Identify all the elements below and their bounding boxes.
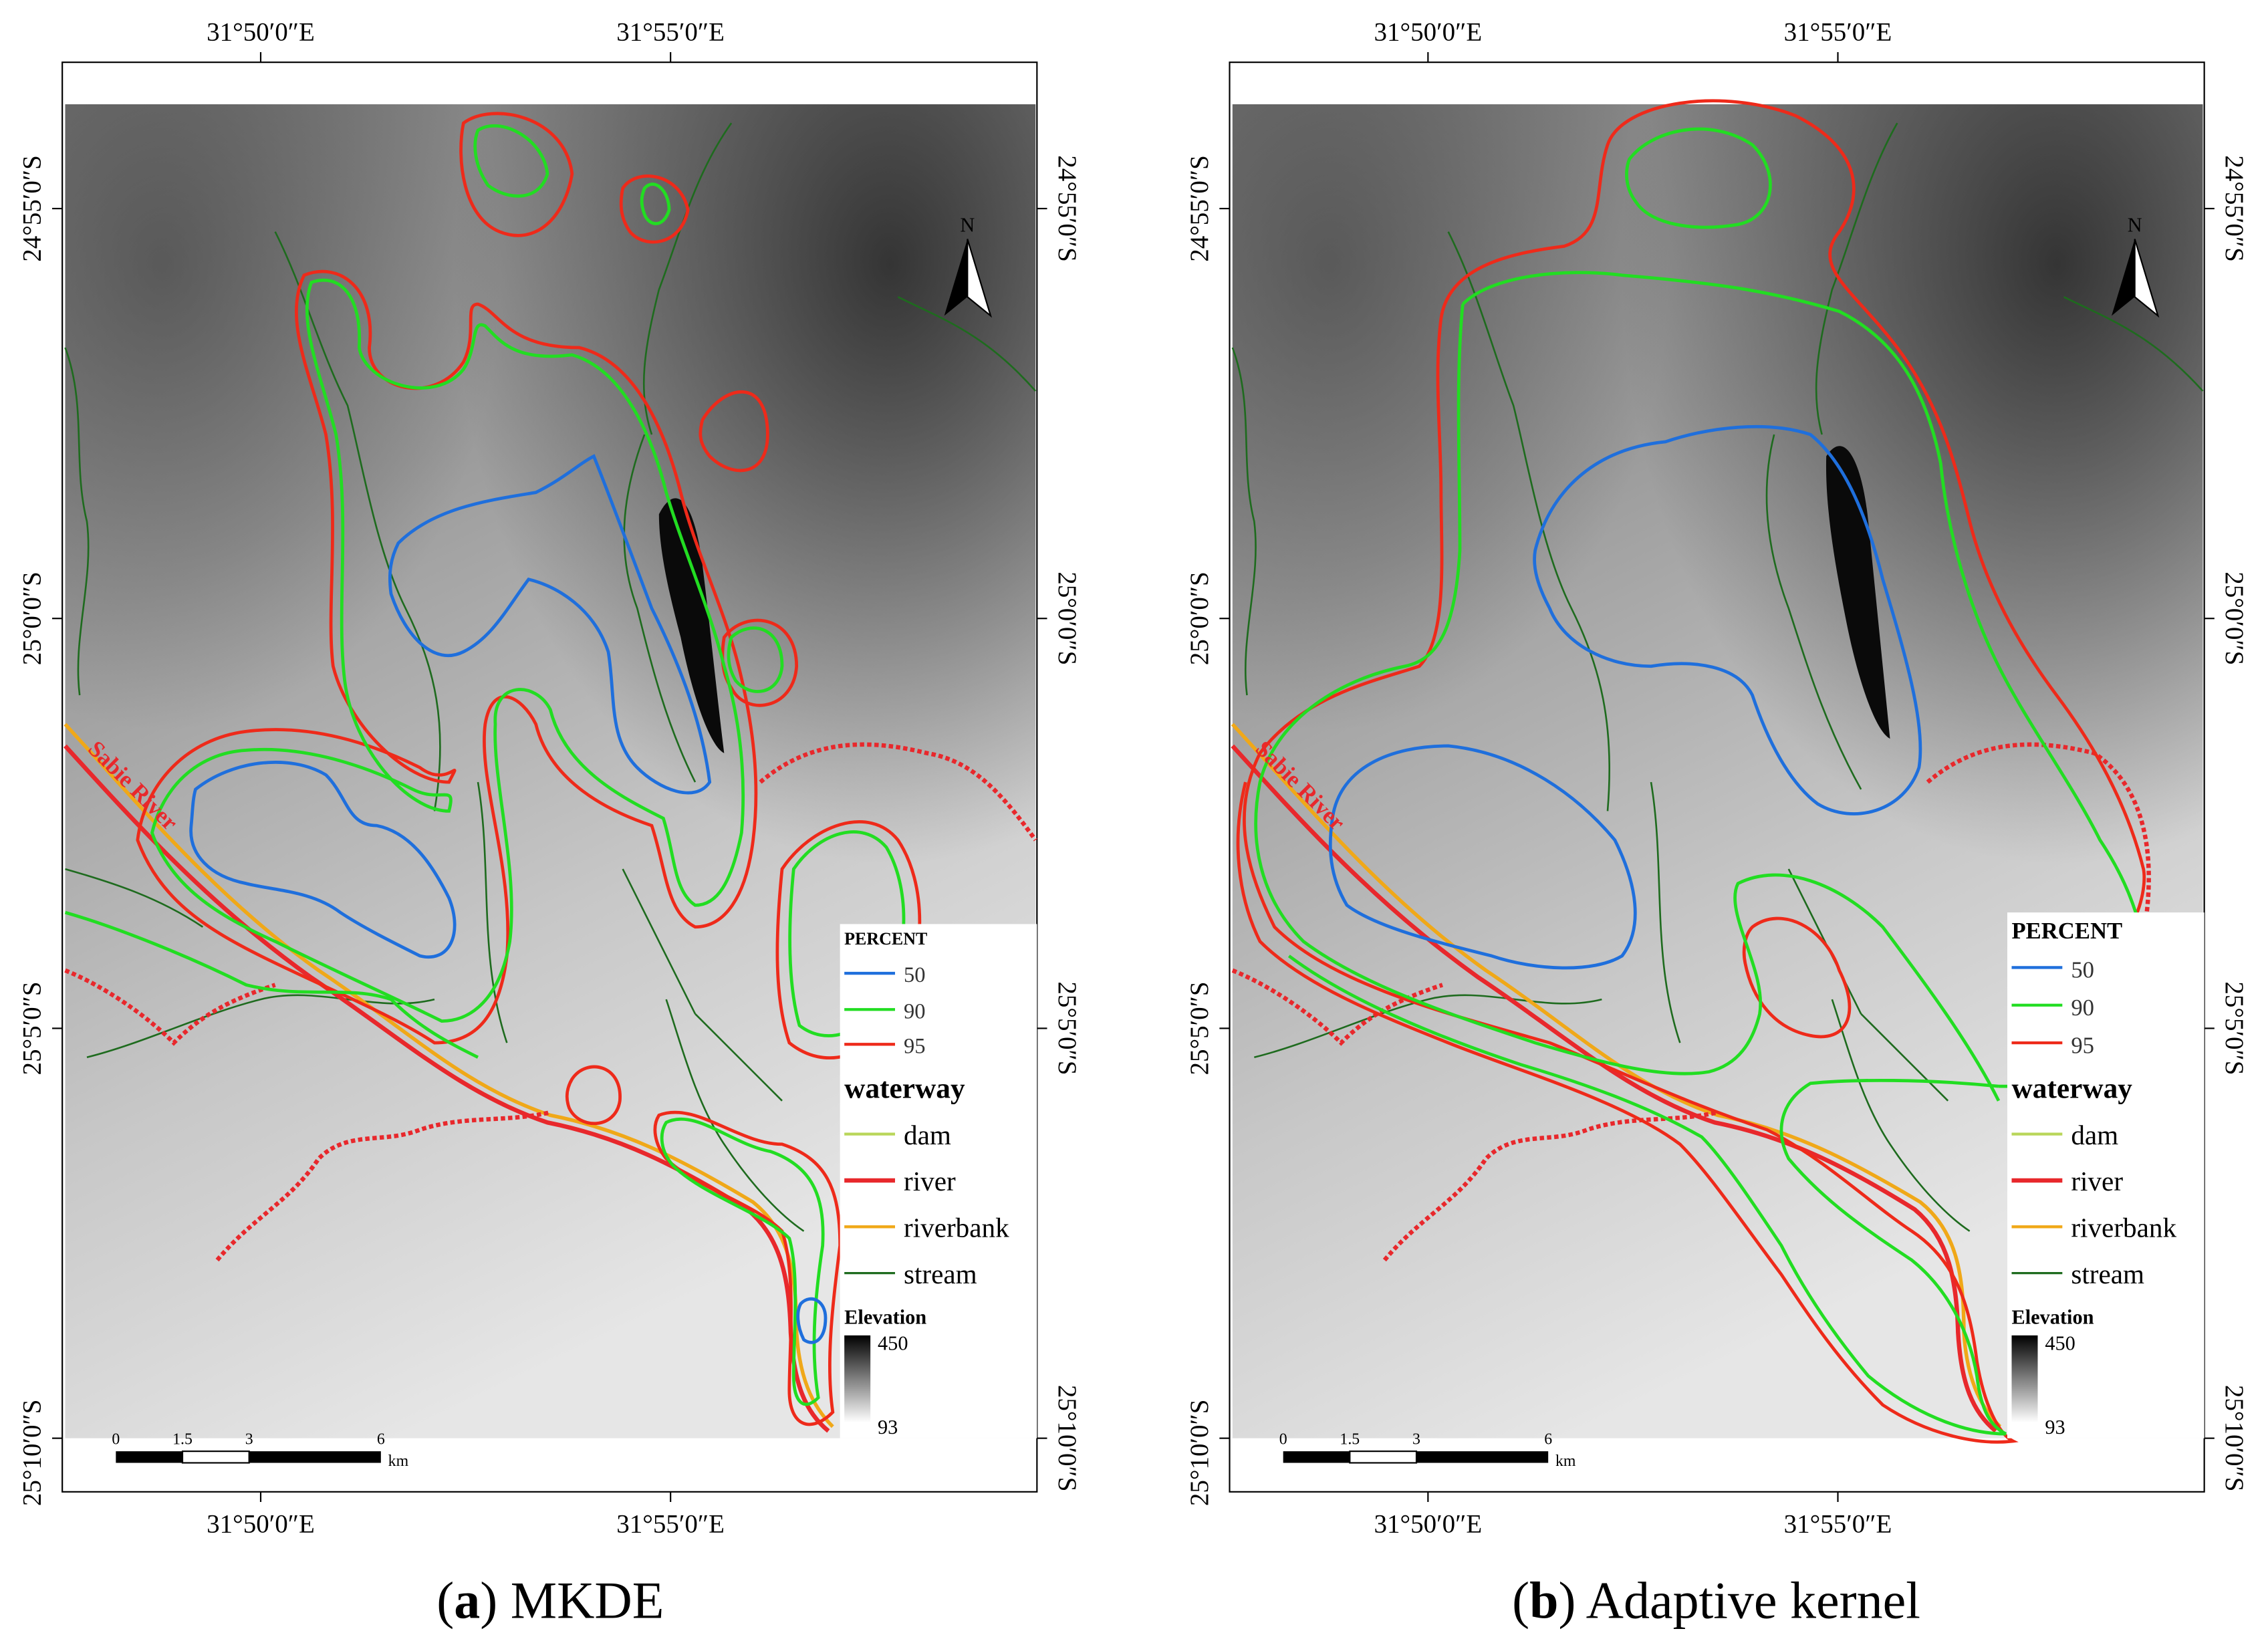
scale-unit: km (388, 1453, 409, 1470)
scale-unit: km (1555, 1453, 1576, 1470)
stream-lines (64, 122, 1037, 1232)
top-tick-label: 31°55′0″E (616, 18, 725, 47)
scale-tick-1: 1.5 (172, 1430, 193, 1448)
legend-percent-90: 90 (2071, 995, 2094, 1021)
right-tick-label: 24°55′0″S (1053, 155, 1082, 262)
legend-percent-title: PERCENT (2011, 918, 2122, 944)
caption-letter: b (1529, 1571, 1558, 1629)
legend-percent-title: PERCENT (844, 929, 927, 949)
legend-river: river (904, 1166, 956, 1196)
panel-b: Sabie River N PERCENT 50 90 95 waterway … (1185, 18, 2249, 1630)
left-tick-label: 25°10′0″S (1185, 1400, 1214, 1507)
legend: PERCENT 50 90 95 waterway dam river rive… (840, 924, 1037, 1438)
left-tick-label: 25°0′0″S (1185, 572, 1214, 665)
scale-tick-3: 6 (377, 1430, 385, 1448)
left-tick-label: 25°10′0″S (18, 1400, 47, 1507)
legend-percent-50: 50 (904, 963, 925, 987)
caption-letter: a (454, 1571, 480, 1629)
axis-ticks (1219, 52, 2215, 1502)
right-tick-label: 25°0′0″S (1053, 572, 1082, 665)
river-tributary-south (215, 1110, 551, 1262)
bottom-tick-label: 31°55′0″E (616, 1509, 725, 1538)
right-tick-label: 25°5′0″S (2220, 981, 2249, 1075)
right-tick-label: 25°10′0″S (1053, 1385, 1082, 1492)
legend: PERCENT 50 90 95 waterway dam river rive… (2007, 912, 2204, 1438)
river-tributary-east (759, 742, 1037, 842)
legend-waterway-title: waterway (844, 1072, 965, 1104)
legend-river: river (2071, 1166, 2123, 1196)
caption-text: MKDE (497, 1571, 664, 1629)
left-tick-label: 24°55′0″S (18, 155, 47, 262)
bottom-tick-label: 31°50′0″E (1374, 1509, 1482, 1538)
scale-tick-0: 0 (1279, 1430, 1287, 1448)
elevation-max: 450 (2045, 1332, 2075, 1354)
axis-ticks (52, 52, 1047, 1502)
river-tributary-west (64, 968, 276, 1046)
scale-tick-2: 3 (1412, 1430, 1420, 1448)
top-tick-label: 31°50′0″E (207, 18, 315, 47)
legend-stream: stream (2071, 1259, 2144, 1289)
left-tick-label: 25°0′0″S (18, 572, 47, 665)
legend-percent-50: 50 (2071, 958, 2094, 983)
contour-50 (189, 454, 828, 1344)
north-label: N (960, 214, 975, 237)
river-tributary-west (1231, 968, 1444, 1046)
panel-caption: (a) MKDE (436, 1571, 664, 1629)
left-tick-label: 25°5′0″S (1185, 981, 1214, 1075)
contour-90 (1254, 127, 2146, 1436)
scale-bar: 0 1.5 3 6 km (112, 1430, 408, 1470)
legend-dam: dam (904, 1120, 951, 1150)
right-tick-label: 24°55′0″S (2220, 155, 2249, 262)
panel-a: Sabie River N PERCENT 50 90 95 waterway … (18, 18, 1082, 1630)
contour-50 (1328, 424, 1922, 970)
bottom-tick-label: 31°50′0″E (207, 1509, 315, 1538)
river-line (1231, 744, 1997, 1433)
elevation-ramp (2011, 1335, 2038, 1422)
legend-stream: stream (904, 1259, 977, 1289)
scale-tick-0: 0 (112, 1430, 120, 1448)
legend-riverbank: riverbank (904, 1212, 1009, 1243)
legend-percent-95: 95 (2071, 1033, 2094, 1058)
elevation-min: 93 (2045, 1416, 2065, 1438)
left-tick-label: 24°55′0″S (1185, 155, 1214, 262)
scale-tick-2: 3 (245, 1430, 253, 1448)
right-tick-label: 25°5′0″S (1053, 981, 1082, 1075)
stream-lines (1231, 122, 2204, 1232)
legend-percent-95: 95 (904, 1034, 925, 1058)
right-tick-label: 25°10′0″S (2220, 1385, 2249, 1492)
elevation-min: 93 (878, 1416, 898, 1438)
top-tick-label: 31°50′0″E (1374, 18, 1482, 47)
legend-elevation-title: Elevation (2011, 1305, 2094, 1328)
legend-waterway-title: waterway (2011, 1072, 2132, 1104)
legend-percent-90: 90 (904, 999, 925, 1023)
scale-tick-3: 6 (1544, 1430, 1552, 1448)
caption-text: Adaptive kernel (1576, 1571, 1920, 1629)
scale-bar: 0 1.5 3 6 km (1279, 1430, 1576, 1470)
top-tick-label: 31°55′0″E (1784, 18, 1892, 47)
elevation-ramp (844, 1335, 871, 1422)
scale-tick-1: 1.5 (1340, 1430, 1360, 1448)
left-tick-label: 25°5′0″S (18, 981, 47, 1075)
contour-90 (64, 124, 906, 1406)
elevation-max: 450 (878, 1332, 908, 1354)
legend-dam: dam (2071, 1120, 2118, 1150)
north-label: N (2128, 214, 2142, 237)
right-tick-label: 25°0′0″S (2220, 572, 2249, 665)
contour-95 (1236, 99, 2146, 1444)
bottom-tick-label: 31°55′0″E (1784, 1509, 1892, 1538)
river-tributary-south (1382, 1110, 1719, 1262)
legend-elevation-title: Elevation (844, 1305, 926, 1328)
panel-caption: (b) Adaptive kernel (1512, 1571, 1920, 1629)
legend-riverbank: riverbank (2071, 1212, 2176, 1243)
